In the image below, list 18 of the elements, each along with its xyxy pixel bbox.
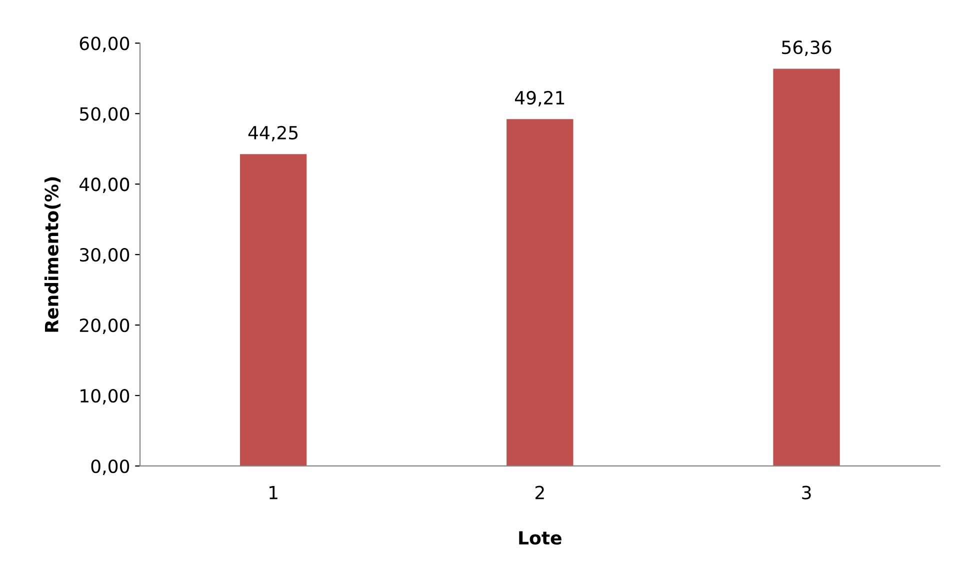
bar xyxy=(240,154,307,466)
x-axis-title: Lote xyxy=(519,531,562,545)
x-tick-label: 3 xyxy=(802,486,811,500)
y-tick-label: 40,00 xyxy=(79,178,130,194)
y-tick-label: 20,00 xyxy=(80,318,130,334)
data-label: 56,36 xyxy=(782,40,832,56)
y-tick-label: 30,00 xyxy=(80,248,130,264)
y-tick-label: 50,00 xyxy=(80,107,130,123)
data-label: 44,25 xyxy=(248,126,298,142)
x-tick-label: 2 xyxy=(535,486,544,500)
bar xyxy=(506,119,574,466)
y-tick-label: 10,00 xyxy=(80,388,130,404)
y-tick-label: 60,00 xyxy=(80,36,130,52)
y-tick-label: 0,00 xyxy=(91,459,130,475)
data-label: 49,21 xyxy=(514,90,564,106)
y-axis-title: Rendimento(%) xyxy=(44,177,61,332)
x-tick-label: 1 xyxy=(270,486,278,500)
bar xyxy=(773,68,840,466)
